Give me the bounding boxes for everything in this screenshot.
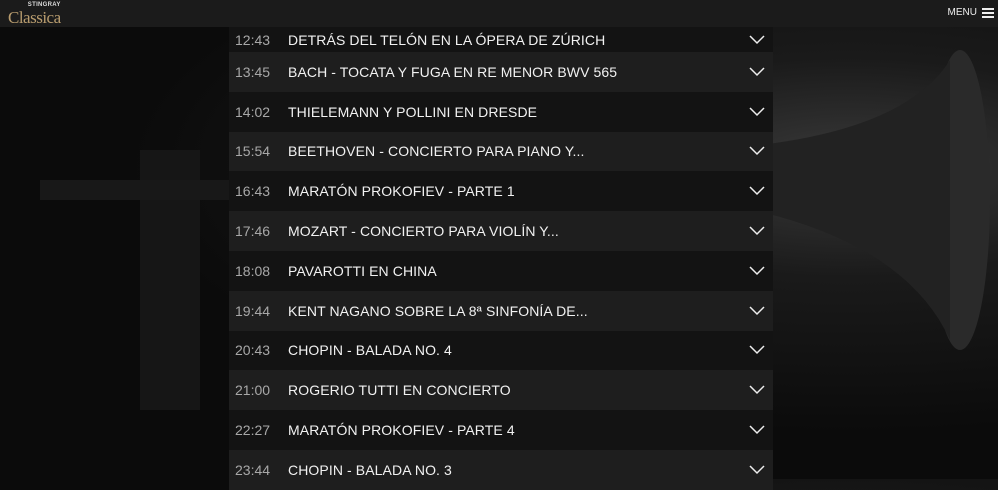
schedule-row[interactable]: 22:27 MARATÓN PROKOFIEV - PARTE 4: [229, 410, 773, 450]
chevron-down-icon[interactable]: [749, 226, 765, 236]
schedule-row[interactable]: 16:43 MARATÓN PROKOFIEV - PARTE 1: [229, 171, 773, 212]
logo-main-text: Classica: [8, 8, 61, 27]
program-time: 12:43: [235, 31, 271, 48]
program-time: 15:54: [235, 143, 271, 160]
program-time: 16:43: [235, 183, 271, 200]
program-time: 20:43: [235, 342, 271, 359]
program-time: 13:45: [235, 63, 271, 80]
menu-label: MENU: [947, 7, 977, 18]
program-title: MOZART - CONCIERTO PARA VIOLÍN Y...: [288, 223, 559, 240]
chevron-down-icon[interactable]: [749, 266, 765, 276]
stingray-classica-logo[interactable]: STINGRAY Classica: [8, 2, 61, 26]
schedule-row[interactable]: 14:02 THIELEMANN Y POLLINI EN DRESDE: [229, 91, 773, 132]
program-title: BACH - TOCATA Y FUGA EN RE MENOR BWV 565: [288, 63, 618, 80]
program-time: 18:08: [235, 262, 271, 279]
logo-top-text: STINGRAY: [27, 2, 61, 8]
chevron-down-icon[interactable]: [749, 465, 765, 475]
program-title: PAVAROTTI EN CHINA: [288, 262, 437, 279]
chevron-down-icon[interactable]: [749, 425, 765, 435]
program-title: MARATÓN PROKOFIEV - PARTE 4: [288, 422, 515, 439]
program-time: 23:44: [235, 461, 271, 478]
schedule-row[interactable]: 19:44 KENT NAGANO SOBRE LA 8ª SINFONÍA DE…: [229, 290, 773, 331]
chevron-down-icon[interactable]: [749, 107, 765, 117]
menu-button[interactable]: MENU: [948, 7, 994, 19]
program-time: 14:02: [235, 103, 271, 120]
schedule-row[interactable]: 17:46 MOZART - CONCIERTO PARA VIOLÍN Y...: [229, 211, 773, 251]
schedule-row[interactable]: 15:54 BEETHOVEN - CONCIERTO PARA PIANO Y.…: [229, 131, 773, 172]
program-time: 17:46: [235, 223, 271, 240]
site-header: STINGRAY Classica MENU: [0, 0, 998, 27]
chevron-down-icon[interactable]: [749, 345, 765, 355]
schedule-row[interactable]: 21:00 ROGERIO TUTTI EN CONCIERTO: [229, 370, 773, 411]
chevron-down-icon[interactable]: [749, 67, 765, 77]
program-title: CHOPIN - BALADA NO. 3: [288, 461, 452, 478]
program-time: 21:00: [235, 382, 271, 399]
chevron-down-icon[interactable]: [749, 306, 765, 316]
program-title: DETRÁS DEL TELÓN EN LA ÓPERA DE ZÚRICH: [288, 31, 606, 48]
chevron-down-icon[interactable]: [749, 34, 765, 45]
chevron-down-icon[interactable]: [749, 186, 765, 196]
schedule-row[interactable]: 23:44 CHOPIN - BALADA NO. 3: [229, 449, 773, 490]
hamburger-icon: [982, 8, 994, 18]
program-title: ROGERIO TUTTI EN CONCIERTO: [288, 382, 511, 399]
program-title: THIELEMANN Y POLLINI EN DRESDE: [288, 103, 538, 120]
schedule-row[interactable]: 18:08 PAVAROTTI EN CHINA: [229, 250, 773, 291]
schedule-row[interactable]: 12:43 DETRÁS DEL TELÓN EN LA ÓPERA DE ZÚR…: [229, 27, 773, 52]
program-title: KENT NAGANO SOBRE LA 8ª SINFONÍA DE...: [288, 302, 588, 319]
chevron-down-icon[interactable]: [749, 385, 765, 395]
program-title: MARATÓN PROKOFIEV - PARTE 1: [288, 183, 515, 200]
program-title: CHOPIN - BALADA NO. 4: [288, 342, 452, 359]
schedule-row[interactable]: 20:43 CHOPIN - BALADA NO. 4: [229, 330, 773, 371]
chevron-down-icon[interactable]: [749, 146, 765, 156]
schedule-list: 12:43 DETRÁS DEL TELÓN EN LA ÓPERA DE ZÚR…: [229, 27, 773, 490]
schedule-row[interactable]: 13:45 BACH - TOCATA Y FUGA EN RE MENOR BW…: [229, 52, 773, 92]
program-time: 19:44: [235, 302, 271, 319]
program-title: BEETHOVEN - CONCIERTO PARA PIANO Y...: [288, 143, 585, 160]
program-time: 22:27: [235, 422, 271, 439]
